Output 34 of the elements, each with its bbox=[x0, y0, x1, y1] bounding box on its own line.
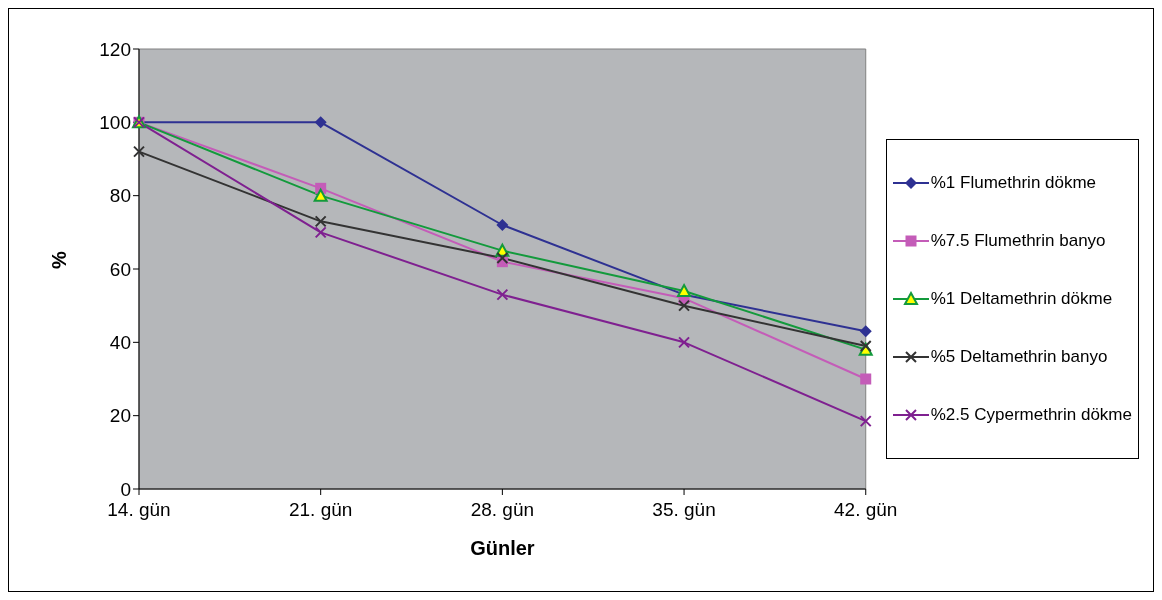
point bbox=[860, 373, 872, 385]
legend-label: %1 Flumethrin dökme bbox=[930, 173, 1097, 193]
point bbox=[313, 188, 328, 202]
y-axis-title: % bbox=[48, 251, 71, 269]
x-tick-label: 35. gün bbox=[652, 499, 716, 521]
y-tick-label: 60 bbox=[109, 258, 131, 280]
x-tick-label: 14. gün bbox=[107, 499, 171, 521]
x-tick-label: 42. gün bbox=[834, 499, 898, 521]
point bbox=[314, 116, 327, 129]
legend-label: %7.5 Flumethrin banyo bbox=[930, 231, 1106, 251]
point bbox=[496, 219, 509, 231]
y-tick-label: 80 bbox=[109, 185, 131, 207]
point bbox=[678, 336, 691, 349]
point bbox=[859, 415, 872, 428]
point bbox=[678, 299, 691, 312]
legend-label: %5 Deltamethrin banyo bbox=[930, 347, 1108, 367]
legend-label: %1 Deltamethrin dökme bbox=[930, 289, 1113, 309]
y-tick-label: 40 bbox=[109, 332, 131, 354]
point bbox=[677, 284, 692, 297]
point bbox=[859, 325, 872, 338]
y-tick-label: 120 bbox=[99, 38, 131, 60]
point bbox=[314, 226, 327, 239]
x-axis-title: Günler bbox=[470, 537, 535, 559]
point bbox=[496, 252, 509, 264]
y-tick-label: 20 bbox=[109, 405, 131, 427]
point bbox=[314, 215, 327, 228]
legend-label: %2.5 Cypermethrin dökme bbox=[930, 405, 1132, 425]
y-tick-label: 100 bbox=[99, 112, 131, 134]
point bbox=[496, 288, 509, 301]
x-tick-label: 28. gün bbox=[470, 499, 535, 521]
y-tick-label: 0 bbox=[120, 478, 131, 500]
point bbox=[133, 145, 145, 158]
point bbox=[859, 340, 872, 352]
x-tick-label: 21. gün bbox=[288, 499, 353, 521]
